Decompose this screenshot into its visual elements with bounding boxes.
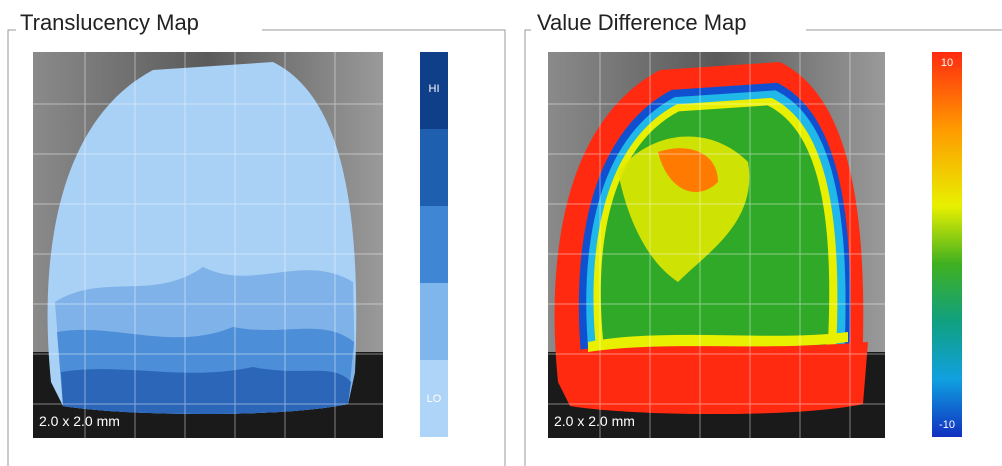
panel-title: Value Difference Map: [537, 10, 747, 35]
value-legend: 10 -10: [932, 52, 962, 437]
value-difference-image: 2.0 x 2.0 mm: [548, 52, 885, 438]
page: Translucency Map 2.0 x 2.0 mm HI LO Valu…: [0, 0, 1002, 466]
legend-top: 10: [941, 57, 953, 69]
translucency-image: 2.0 x 2.0 mm: [33, 52, 383, 438]
scale-label: 2.0 x 2.0 mm: [554, 413, 635, 429]
scale-label: 2.0 x 2.0 mm: [39, 413, 120, 429]
translucency-legend: HI LO: [420, 52, 448, 437]
legend-bottom: LO: [427, 393, 442, 405]
legend-top: HI: [429, 83, 440, 95]
panel-title: Translucency Map: [20, 10, 199, 35]
legend-bottom: -10: [939, 419, 955, 431]
figure: Translucency Map 2.0 x 2.0 mm HI LO Valu…: [0, 0, 1002, 466]
